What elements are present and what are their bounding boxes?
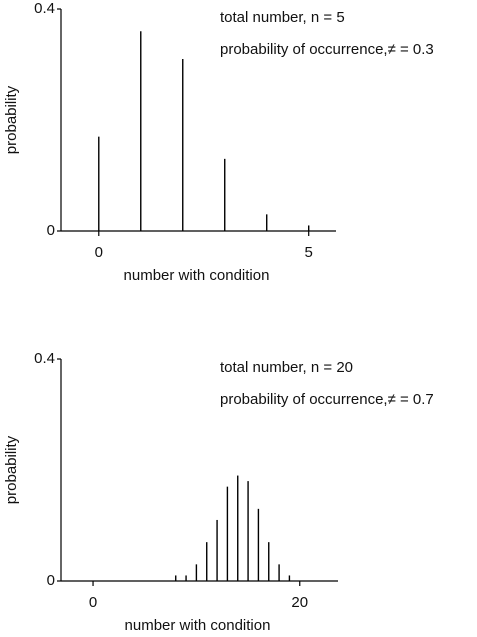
annotation: probability of occurrence,≠ = 0.7	[220, 391, 434, 408]
annotation: total number, n = 5	[220, 9, 345, 26]
x-axis-label: number with condition	[124, 267, 270, 284]
x-tick-label: 0	[89, 594, 97, 611]
y-axis-label: probability	[3, 435, 20, 504]
annotation: probability of occurrence,≠ = 0.3	[220, 41, 434, 58]
annotation: total number, n = 20	[220, 359, 353, 376]
x-axis-label: number with condition	[125, 617, 271, 634]
y-tick-label: 0.4	[34, 350, 55, 367]
x-tick-label: 5	[305, 244, 313, 261]
y-tick-label: 0.4	[34, 0, 55, 17]
y-tick-label: 0	[47, 222, 55, 239]
x-tick-label: 20	[291, 594, 308, 611]
x-tick-label: 0	[95, 244, 103, 261]
y-tick-label: 0	[47, 572, 55, 589]
y-axis-label: probability	[3, 85, 20, 154]
